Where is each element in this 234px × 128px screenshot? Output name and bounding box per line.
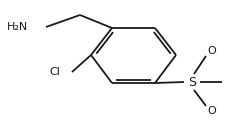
- Text: H₂N: H₂N: [7, 22, 28, 32]
- Text: O: O: [208, 46, 216, 56]
- Text: O: O: [208, 106, 216, 116]
- Text: S: S: [188, 76, 196, 88]
- Text: Cl: Cl: [49, 67, 60, 77]
